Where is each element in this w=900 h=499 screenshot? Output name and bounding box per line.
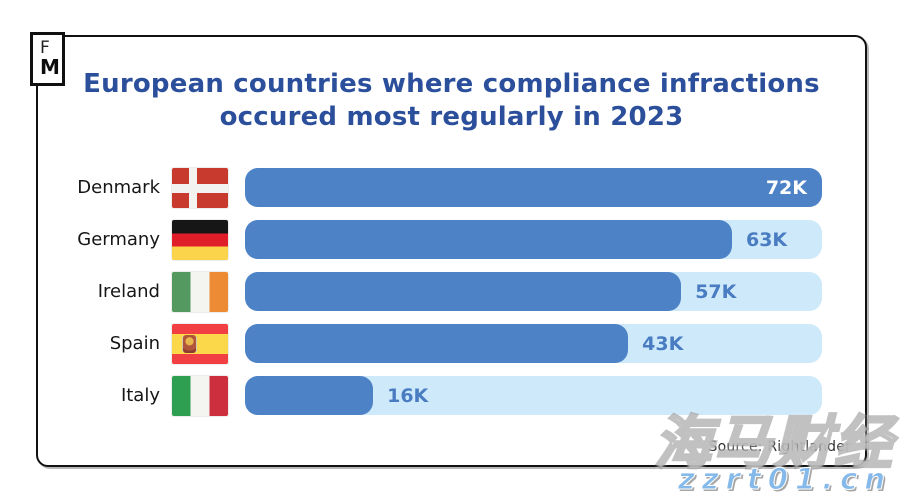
fm-logo-letter-f: F: [40, 37, 50, 58]
chart-row: Italy 16K: [38, 375, 865, 416]
country-label: Italy: [120, 385, 160, 406]
bar-fill: [245, 376, 374, 415]
flag-ireland-icon: [172, 271, 228, 312]
country-label: Denmark: [77, 177, 160, 198]
watermark-url-text: zzrt01.cn: [677, 462, 892, 497]
title-line-1: European countries where compliance infr…: [83, 69, 820, 99]
source-credit: Source: Rightlander: [708, 439, 851, 455]
fm-logo: F M: [30, 32, 65, 86]
country-label: Ireland: [97, 281, 160, 302]
title-line-2: occured most regularly in 2023: [219, 102, 684, 133]
flag-spain-icon: [172, 323, 228, 364]
bar-fill: [245, 220, 732, 259]
bar-track: 57K: [245, 272, 822, 311]
bar-value-inside: 72K: [765, 176, 807, 199]
country-label: Spain: [109, 333, 160, 354]
bar-fill: [245, 272, 682, 311]
flag-denmark-icon: [172, 167, 228, 208]
bar-track: 43K: [245, 324, 822, 363]
bar-value-outside: 43K: [642, 332, 684, 355]
bar-value-outside: 63K: [745, 228, 788, 251]
flag-italy-icon: [172, 375, 228, 416]
country-label: Germany: [77, 229, 160, 250]
bar-value-outside: 16K: [387, 384, 429, 407]
bar-fill: [245, 324, 629, 363]
bar-track: 16K: [245, 376, 822, 415]
chart-row: Germany 63K: [38, 219, 865, 260]
fm-logo-letter-m: M: [40, 55, 60, 80]
page-title: European countries where compliance infr…: [38, 68, 865, 135]
bar-fill: 72K: [245, 168, 822, 207]
chart-card: European countries where compliance infr…: [36, 35, 867, 467]
bar-track: 63K: [245, 220, 822, 259]
chart-row: Ireland 57K: [38, 271, 865, 312]
chart-row: Spain 43K: [38, 323, 865, 364]
bar-value-outside: 57K: [695, 280, 737, 303]
watermark-cn-text: 海马财经: [653, 408, 894, 479]
chart-row: Denmark 72K: [38, 167, 865, 208]
flag-germany-icon: [172, 219, 228, 260]
bar-track: 72K: [245, 168, 822, 207]
bar-chart: Denmark 72K Germany 63K Ireland 57K: [38, 167, 865, 416]
